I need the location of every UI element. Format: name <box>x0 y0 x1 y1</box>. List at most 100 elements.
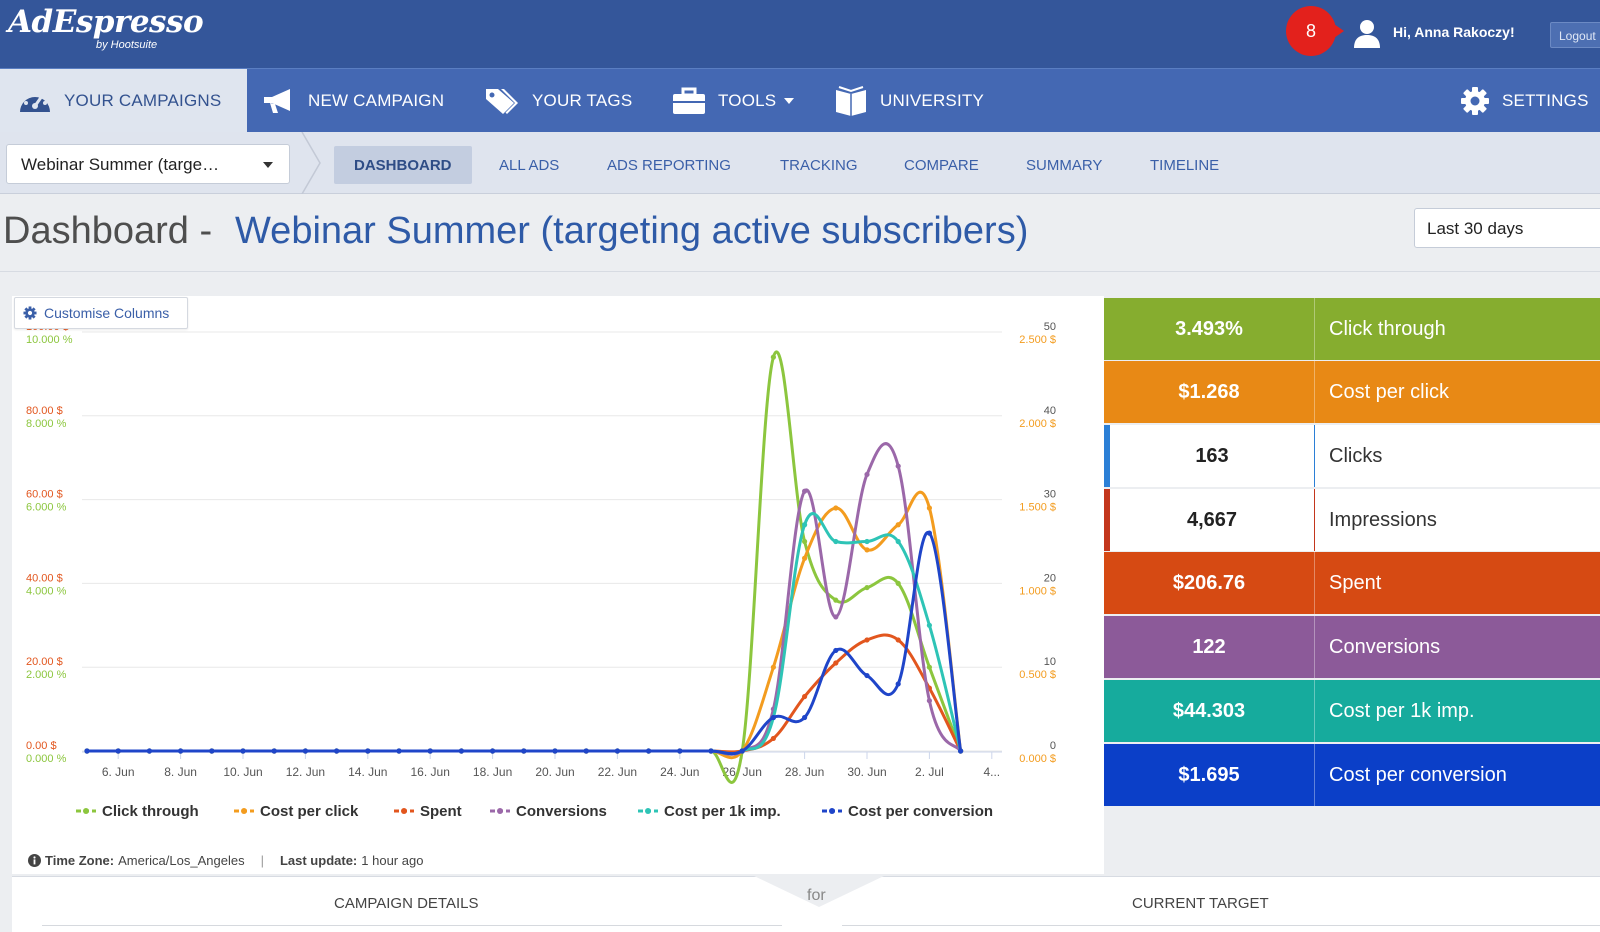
metric-cost-per-1k-imp[interactable]: $44.303 Cost per 1k imp. <box>1104 680 1600 742</box>
x-axis-tick-label: 30. Jun <box>847 765 886 779</box>
metric-impressions[interactable]: 4,667 Impressions <box>1104 489 1600 551</box>
nav-your-tags[interactable]: YOUR TAGS <box>484 69 632 132</box>
x-axis-tick-label: 12. Jun <box>286 765 325 779</box>
divider <box>42 925 782 926</box>
nav-new-campaign[interactable]: NEW CAMPAIGN <box>262 69 444 132</box>
data-point <box>614 748 621 754</box>
data-point <box>552 748 558 754</box>
data-point <box>365 748 371 754</box>
legend-marker <box>83 808 89 814</box>
series-line <box>86 633 962 754</box>
x-axis-tick-label: 10. Jun <box>223 765 262 779</box>
dashboard-gauge-icon <box>20 90 50 112</box>
y-axis-tick-label: 10 <box>1044 656 1056 668</box>
metric-clicks[interactable]: 163 Clicks <box>1104 425 1600 487</box>
data-point <box>770 354 777 360</box>
y-axis-tick-label: 2.500 $ <box>1019 334 1056 346</box>
tab-ads-reporting[interactable]: ADS REPORTING <box>607 156 731 174</box>
book-icon <box>836 85 866 116</box>
metric-spent[interactable]: $206.76 Spent <box>1104 552 1600 614</box>
y-axis-tick-label: 50 <box>1044 321 1056 333</box>
data-point <box>833 614 839 620</box>
chevron-down-icon <box>784 97 795 104</box>
metric-conversions[interactable]: 122 Conversions <box>1104 616 1600 678</box>
metric-cost-per-click[interactable]: $1.268 Cost per click <box>1104 361 1600 423</box>
customise-columns-label: Customise Columns <box>44 305 170 321</box>
nav-label: UNIVERSITY <box>880 90 985 110</box>
metric-label: Cost per 1k imp. <box>1314 680 1600 742</box>
tab-all-ads[interactable]: ALL ADS <box>499 156 560 174</box>
y-axis-tick-label: 20 <box>1044 572 1056 584</box>
data-point <box>833 597 839 603</box>
data-point <box>240 748 246 754</box>
date-range-value: Last 30 days <box>1427 219 1524 238</box>
customise-columns-button[interactable]: Customise Columns <box>14 297 188 329</box>
tab-tracking[interactable]: TRACKING <box>780 156 858 174</box>
tab-dashboard[interactable]: DASHBOARD <box>334 146 472 184</box>
metric-label: Clicks <box>1314 425 1600 487</box>
megaphone-icon <box>264 88 290 113</box>
timezone-value: America/Los_Angeles <box>118 853 245 868</box>
data-point <box>770 664 777 670</box>
y-axis-tick-label: 0.00 $ <box>26 740 57 752</box>
data-point <box>334 748 340 754</box>
metric-label: Spent <box>1314 552 1600 614</box>
data-point <box>178 748 184 754</box>
footer-separator: | <box>260 853 264 868</box>
legend-label: Spent <box>420 803 462 820</box>
data-point <box>802 538 808 545</box>
legend-marker <box>401 808 407 814</box>
legend-marker <box>829 808 835 814</box>
y-axis-tick-label: 20.00 $ <box>26 656 63 668</box>
tab-timeline[interactable]: TIMELINE <box>1150 156 1220 174</box>
x-axis-tick-label: 6. Jun <box>102 765 135 779</box>
series-line <box>86 490 963 760</box>
y-axis-tick-label: 40.00 $ <box>26 572 63 584</box>
data-point <box>146 748 152 754</box>
date-range-select[interactable]: Last 30 days <box>1414 208 1600 248</box>
tab-current-target[interactable]: CURRENT TARGET <box>1132 895 1269 912</box>
metric-cost-per-conversion[interactable]: $1.695 Cost per conversion <box>1104 744 1600 806</box>
nav-your-campaigns[interactable]: YOUR CAMPAIGNS <box>0 69 247 132</box>
logo-subtext: by Hootsuite <box>96 39 158 51</box>
tab-summary[interactable]: SUMMARY <box>1026 156 1103 174</box>
legend-marker <box>497 808 503 814</box>
user-greeting[interactable]: Hi, Anna Rakoczy! <box>1393 24 1515 40</box>
data-point <box>209 748 215 754</box>
y-axis-tick-label: 80.00 $ <box>26 405 63 417</box>
user-icon[interactable] <box>1352 18 1382 48</box>
metric-label: Click through <box>1314 298 1600 360</box>
y-axis-tick-label: 2.000 $ <box>1019 418 1056 430</box>
data-point <box>271 748 277 754</box>
top-bar: AdEspresso by Hootsuite 8 Hi, Anna Rakoc… <box>0 0 1600 68</box>
data-point <box>926 530 933 536</box>
x-axis-tick-label: 14. Jun <box>348 765 387 779</box>
legend-marker <box>645 808 651 814</box>
campaign-select[interactable]: Webinar Summer (targe… <box>6 144 290 184</box>
nav-university[interactable]: UNIVERSITY <box>834 69 984 132</box>
data-point <box>396 748 402 754</box>
metric-click-through[interactable]: 3.493% Click through <box>1104 298 1600 360</box>
nav-label: TOOLS <box>718 90 777 110</box>
logout-button[interactable]: Logout <box>1550 22 1600 48</box>
data-point <box>864 471 870 478</box>
chart-footer: Time Zone: America/Los_Angeles | Last up… <box>28 853 423 868</box>
logo[interactable]: AdEspresso by Hootsuite <box>8 4 204 51</box>
nav-settings[interactable]: SETTINGS <box>1460 69 1589 132</box>
data-point <box>802 555 808 561</box>
x-axis-tick-label: 22. Jun <box>598 765 637 779</box>
y-axis-tick-label: 1.500 $ <box>1019 502 1056 514</box>
tab-campaign-details[interactable]: CAMPAIGN DETAILS <box>334 895 479 912</box>
data-point <box>864 538 870 545</box>
legend-label: Click through <box>102 803 199 820</box>
x-axis-tick-label: 26. Jun <box>723 765 762 779</box>
tab-compare[interactable]: COMPARE <box>904 156 979 174</box>
nav-tools[interactable]: TOOLS <box>672 69 795 132</box>
gear-icon <box>1461 86 1489 115</box>
data-point <box>895 522 901 528</box>
data-point <box>926 664 933 670</box>
notification-badge[interactable]: 8 <box>1286 6 1344 56</box>
tab-divider-notch <box>752 875 886 907</box>
y-axis-tick-label: 2.000 % <box>26 669 67 681</box>
divider <box>842 925 1600 926</box>
